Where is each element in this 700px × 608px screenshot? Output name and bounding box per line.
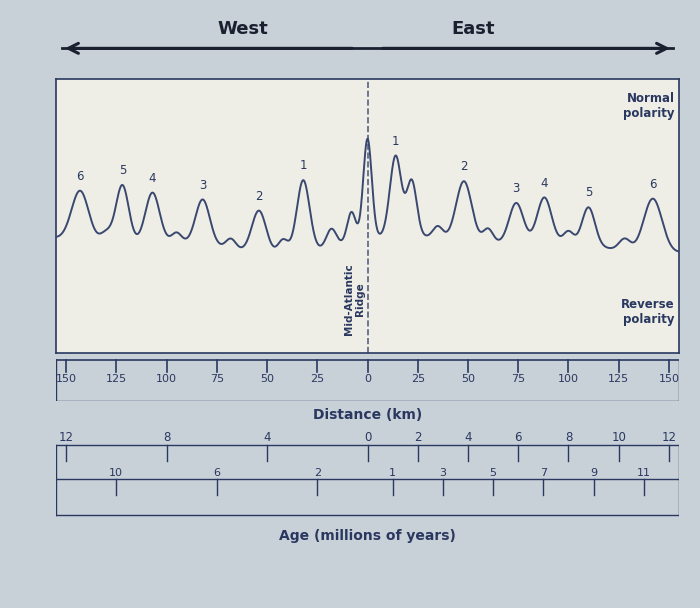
Text: 2: 2: [460, 161, 468, 173]
Text: 1: 1: [389, 468, 396, 478]
Text: 3: 3: [440, 468, 447, 478]
Text: 1: 1: [392, 134, 400, 148]
Text: 75: 75: [210, 375, 224, 384]
Text: Reverse
polarity: Reverse polarity: [622, 299, 675, 326]
Text: 9: 9: [590, 468, 597, 478]
Text: 6: 6: [214, 468, 220, 478]
Text: 3: 3: [512, 182, 520, 195]
Text: 100: 100: [156, 375, 177, 384]
Text: 50: 50: [461, 375, 475, 384]
Text: 7: 7: [540, 468, 547, 478]
Text: 1: 1: [300, 159, 307, 172]
Text: 4: 4: [540, 176, 548, 190]
Text: East: East: [452, 20, 495, 38]
Text: 150: 150: [55, 375, 76, 384]
Text: 2: 2: [314, 468, 321, 478]
Text: 3: 3: [199, 179, 206, 192]
Text: 2: 2: [256, 190, 262, 202]
Text: 11: 11: [637, 468, 651, 478]
Text: 75: 75: [511, 375, 525, 384]
Text: 0: 0: [364, 375, 371, 384]
Text: Normal
polarity: Normal polarity: [624, 92, 675, 120]
Text: 5: 5: [118, 164, 126, 177]
Text: 125: 125: [608, 375, 629, 384]
Text: 6: 6: [649, 178, 657, 191]
Text: 8: 8: [565, 431, 572, 444]
Text: 150: 150: [659, 375, 680, 384]
Text: 6: 6: [76, 170, 84, 183]
Text: Age (millions of years): Age (millions of years): [279, 529, 456, 543]
Text: 0: 0: [364, 431, 371, 444]
Text: 10: 10: [109, 468, 123, 478]
Text: 10: 10: [611, 431, 626, 444]
Text: 25: 25: [310, 375, 324, 384]
Text: 8: 8: [163, 431, 170, 444]
Text: 5: 5: [585, 187, 592, 199]
Text: 4: 4: [464, 431, 472, 444]
Text: 125: 125: [106, 375, 127, 384]
Text: 4: 4: [263, 431, 271, 444]
Text: 6: 6: [514, 431, 522, 444]
Text: 12: 12: [662, 431, 676, 444]
Text: 25: 25: [411, 375, 425, 384]
Text: 50: 50: [260, 375, 274, 384]
Text: West: West: [218, 20, 268, 38]
Text: 100: 100: [558, 375, 579, 384]
Text: Mid-Atlantic
Ridge: Mid-Atlantic Ridge: [344, 263, 365, 335]
Text: 5: 5: [489, 468, 496, 478]
Text: 12: 12: [59, 431, 74, 444]
Text: Distance (km): Distance (km): [313, 407, 422, 422]
Text: 2: 2: [414, 431, 421, 444]
Text: 4: 4: [148, 171, 156, 185]
